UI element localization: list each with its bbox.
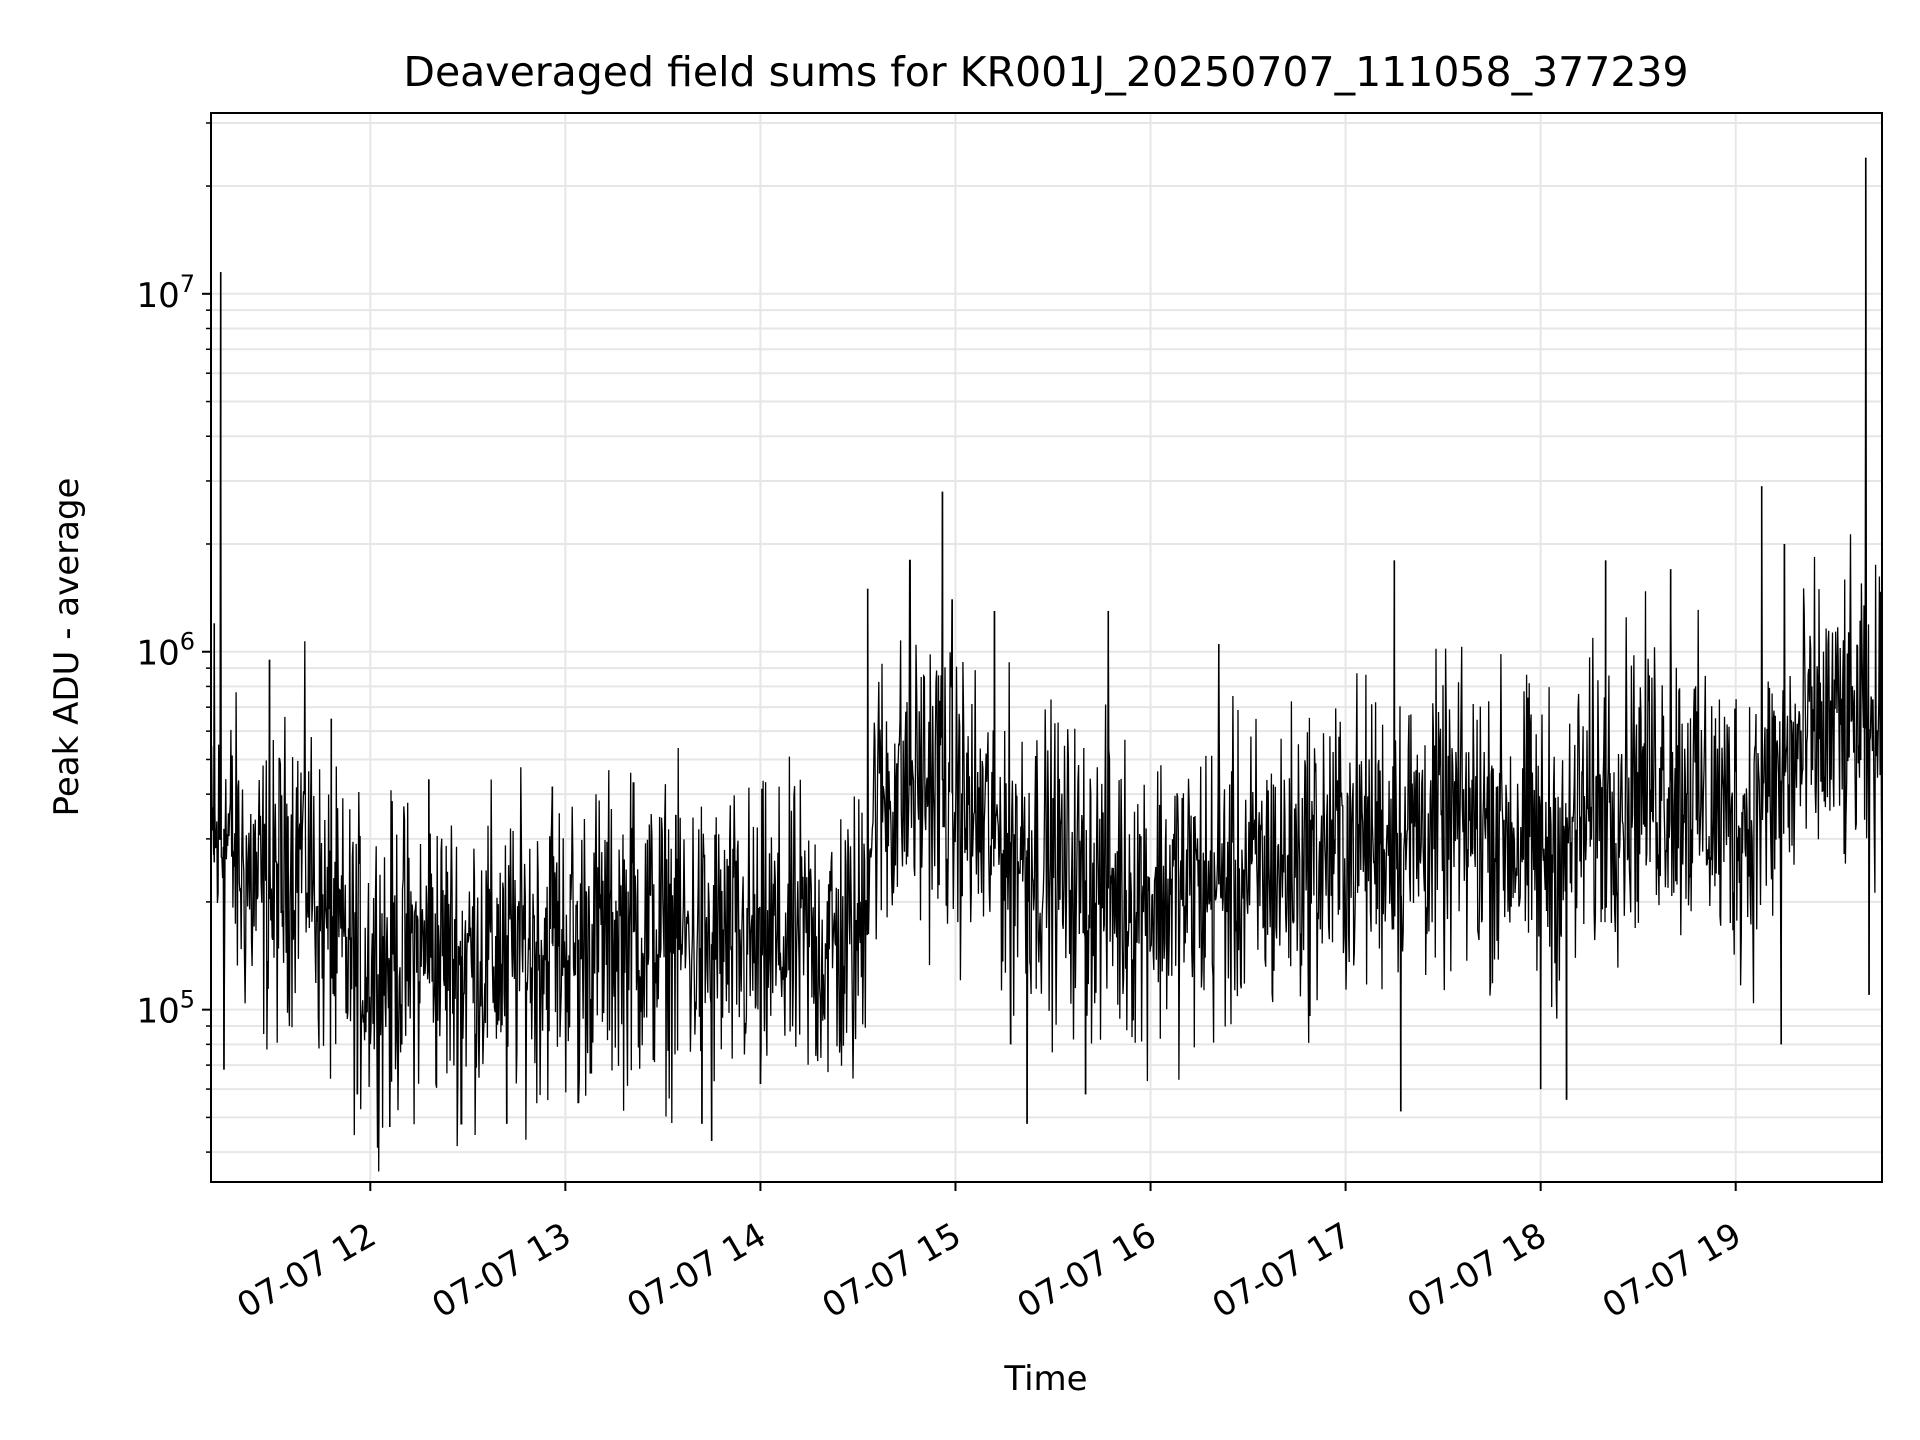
x-axis-label: Time bbox=[1003, 1359, 1087, 1399]
plot-frame bbox=[210, 112, 1883, 1183]
x-axis: 07-07 12 07-07 13 07-07 14 07-07 15 07-07 16… bbox=[230, 1182, 1748, 1326]
y-axis-label: Peak ADU - average bbox=[47, 478, 87, 817]
x-tick-label: 07-07 16 bbox=[1011, 1215, 1163, 1326]
x-tick-label: 07-07 14 bbox=[621, 1215, 773, 1326]
y-tick-label: 107 bbox=[136, 270, 195, 316]
series-layer bbox=[210, 157, 1883, 1172]
y-tick-label: 105 bbox=[136, 986, 195, 1032]
x-tick-label: 07-07 13 bbox=[426, 1215, 578, 1326]
x-tick-label: 07-07 17 bbox=[1206, 1215, 1358, 1326]
x-tick-label: 07-07 15 bbox=[816, 1215, 968, 1326]
x-tick-label: 07-07 12 bbox=[230, 1215, 382, 1326]
y-axis: 105 106 107 bbox=[136, 122, 211, 1153]
chart-title: Deaveraged field sums for KR001J_2025070… bbox=[403, 48, 1688, 96]
x-tick-label: 07-07 18 bbox=[1401, 1215, 1553, 1326]
y-grid bbox=[211, 122, 1882, 1154]
data-line bbox=[210, 157, 1883, 1172]
y-tick-label: 106 bbox=[136, 628, 195, 674]
x-tick-label: 07-07 19 bbox=[1596, 1215, 1748, 1326]
